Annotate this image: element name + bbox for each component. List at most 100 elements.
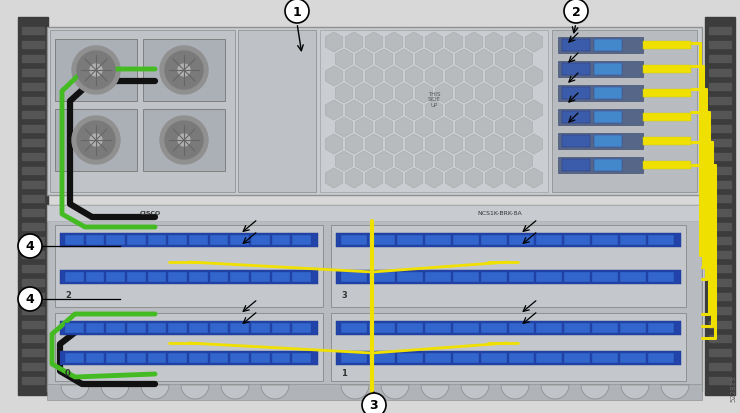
- Circle shape: [285, 0, 309, 24]
- Bar: [709, 307, 731, 314]
- Bar: [107, 272, 125, 282]
- Bar: [709, 377, 731, 384]
- Bar: [709, 112, 731, 119]
- Text: 522813: 522813: [730, 375, 736, 401]
- Circle shape: [72, 117, 120, 165]
- Circle shape: [564, 0, 588, 24]
- Bar: [508, 272, 534, 282]
- Bar: [230, 272, 249, 282]
- Bar: [86, 353, 104, 363]
- Bar: [709, 98, 731, 105]
- Bar: [594, 88, 622, 100]
- Polygon shape: [415, 84, 433, 104]
- Bar: [594, 64, 622, 76]
- Bar: [369, 353, 395, 363]
- Bar: [86, 235, 104, 245]
- Polygon shape: [395, 152, 413, 171]
- Text: 2: 2: [65, 291, 71, 300]
- Bar: [709, 223, 731, 230]
- Bar: [709, 70, 731, 77]
- Bar: [709, 140, 731, 147]
- Bar: [620, 272, 646, 282]
- Polygon shape: [425, 169, 443, 189]
- Bar: [369, 323, 395, 333]
- Bar: [148, 235, 166, 245]
- Bar: [22, 126, 44, 133]
- Bar: [336, 321, 681, 335]
- Bar: [331, 225, 686, 307]
- Polygon shape: [425, 33, 443, 53]
- Polygon shape: [435, 152, 453, 171]
- Bar: [643, 90, 691, 98]
- Wedge shape: [261, 385, 289, 399]
- Polygon shape: [415, 152, 433, 171]
- Polygon shape: [485, 135, 502, 154]
- Polygon shape: [475, 118, 493, 138]
- Bar: [22, 349, 44, 356]
- Bar: [565, 353, 591, 363]
- Polygon shape: [366, 169, 383, 189]
- Bar: [620, 353, 646, 363]
- Bar: [709, 168, 731, 175]
- Bar: [620, 323, 646, 333]
- Bar: [592, 272, 618, 282]
- Polygon shape: [525, 135, 542, 154]
- Polygon shape: [435, 84, 453, 104]
- Bar: [565, 235, 591, 245]
- Bar: [341, 272, 367, 282]
- Bar: [565, 272, 591, 282]
- Polygon shape: [465, 169, 482, 189]
- Bar: [292, 353, 311, 363]
- Bar: [189, 353, 208, 363]
- Bar: [168, 323, 187, 333]
- Polygon shape: [355, 50, 373, 70]
- Circle shape: [178, 135, 190, 147]
- Polygon shape: [505, 135, 522, 154]
- Polygon shape: [386, 33, 403, 53]
- Bar: [60, 271, 318, 284]
- Bar: [22, 42, 44, 49]
- Polygon shape: [425, 101, 443, 121]
- Polygon shape: [335, 84, 353, 104]
- Bar: [709, 321, 731, 328]
- Bar: [709, 209, 731, 216]
- Bar: [709, 293, 731, 300]
- Bar: [453, 353, 479, 363]
- Bar: [397, 353, 423, 363]
- Polygon shape: [505, 33, 522, 53]
- Bar: [536, 353, 562, 363]
- Bar: [22, 377, 44, 384]
- Bar: [709, 126, 731, 133]
- Wedge shape: [341, 385, 369, 399]
- Bar: [22, 321, 44, 328]
- Bar: [369, 272, 395, 282]
- Polygon shape: [475, 50, 493, 70]
- Bar: [168, 353, 187, 363]
- Bar: [594, 40, 622, 52]
- Polygon shape: [505, 101, 522, 121]
- Circle shape: [77, 122, 115, 159]
- Bar: [565, 323, 591, 333]
- Bar: [272, 353, 290, 363]
- Text: 0: 0: [65, 369, 71, 377]
- Bar: [65, 323, 84, 333]
- Bar: [648, 235, 674, 245]
- Bar: [594, 112, 622, 124]
- Bar: [643, 138, 691, 146]
- Bar: [127, 323, 146, 333]
- Bar: [341, 235, 367, 245]
- Bar: [508, 235, 534, 245]
- Bar: [480, 323, 506, 333]
- Bar: [705, 18, 735, 395]
- Polygon shape: [455, 118, 473, 138]
- Bar: [709, 28, 731, 35]
- Wedge shape: [461, 385, 489, 399]
- Polygon shape: [525, 67, 542, 87]
- Polygon shape: [445, 135, 462, 154]
- Text: 4: 4: [26, 240, 34, 253]
- Circle shape: [165, 122, 203, 159]
- Bar: [562, 64, 590, 76]
- Bar: [65, 235, 84, 245]
- Bar: [592, 353, 618, 363]
- Bar: [168, 235, 187, 245]
